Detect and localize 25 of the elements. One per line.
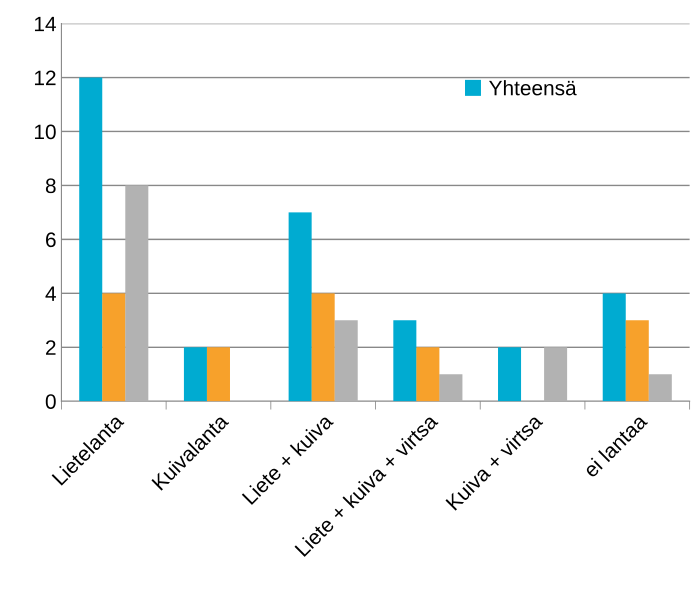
y-tick-label: 12 xyxy=(34,70,56,86)
bar xyxy=(334,320,358,402)
y-tick-label: 2 xyxy=(46,340,56,355)
y-tick-label: 6 xyxy=(46,232,56,248)
bar xyxy=(206,347,230,402)
bar xyxy=(626,320,649,402)
bar xyxy=(288,212,312,402)
bar xyxy=(648,374,672,402)
bar xyxy=(498,347,522,402)
bar xyxy=(544,347,568,402)
y-tick-label: 10 xyxy=(34,124,56,140)
legend-label: Yhteensä xyxy=(489,80,577,96)
bar xyxy=(312,293,335,402)
bar xyxy=(125,185,148,402)
bar xyxy=(393,320,416,402)
bar xyxy=(602,293,626,402)
y-tick-label: 8 xyxy=(46,178,56,194)
bar xyxy=(439,374,462,402)
bar xyxy=(416,347,440,402)
bar xyxy=(184,347,207,402)
y-tick-label: 4 xyxy=(45,286,56,301)
bar xyxy=(102,293,126,402)
y-tick-label: 14 xyxy=(34,16,56,32)
y-tick-label: 0 xyxy=(46,394,56,409)
bar xyxy=(79,78,102,402)
